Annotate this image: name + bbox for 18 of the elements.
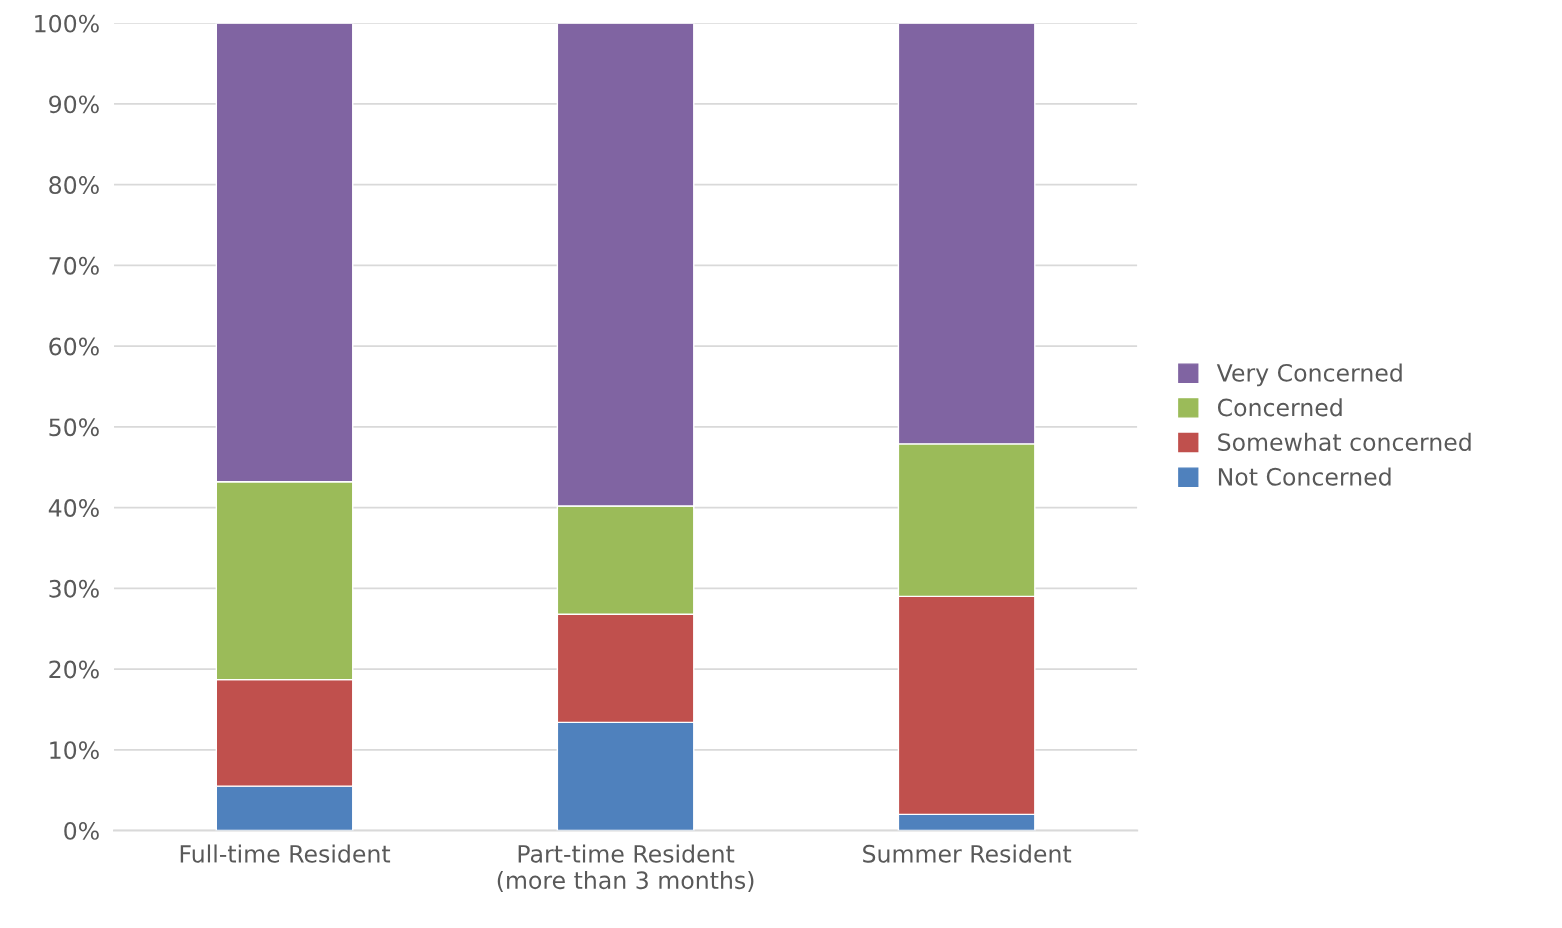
y-tick-label: 80% bbox=[49, 176, 99, 194]
y-tick-label: 50% bbox=[49, 418, 99, 437]
y-tick-label: 40% bbox=[48, 499, 99, 517]
y-tick-label: 90% bbox=[49, 95, 99, 114]
y-tick-label: 30% bbox=[49, 579, 99, 598]
legend-label: Concerned bbox=[1217, 398, 1342, 417]
y-tick-label: 0% bbox=[64, 822, 99, 840]
x-tick-label: Part-time Resident (more than 3 months) bbox=[497, 844, 754, 892]
legend-label: Somewhat concerned bbox=[1218, 432, 1471, 452]
y-tick-label: 10% bbox=[50, 741, 99, 760]
x-tick-label: Summer Resident bbox=[863, 844, 1072, 863]
y-tick-label: 70% bbox=[49, 256, 99, 275]
y-tick-label: 60% bbox=[49, 337, 99, 356]
legend-label: Not Concerned bbox=[1218, 467, 1391, 486]
y-tick-label: 20% bbox=[49, 660, 99, 679]
y-tick-label: 100% bbox=[35, 14, 99, 33]
x-tick-label: Full-time Resident bbox=[180, 844, 391, 863]
legend-label: Very Concerned bbox=[1216, 363, 1402, 387]
